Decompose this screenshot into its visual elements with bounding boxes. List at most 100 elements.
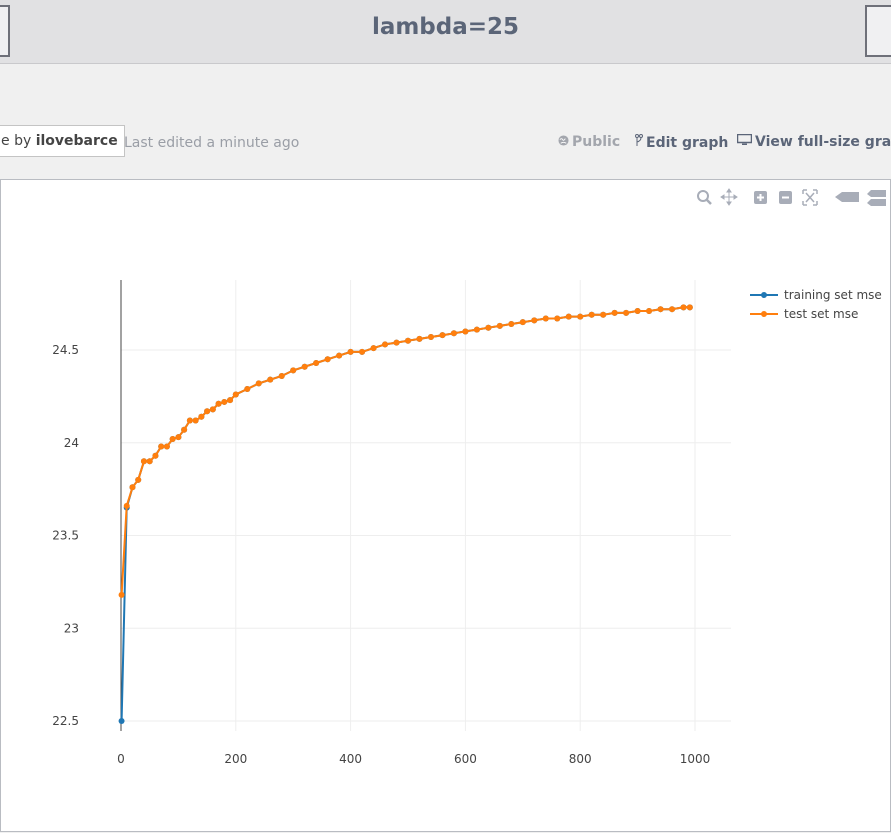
page-title: lambda=25 — [371, 14, 520, 40]
data-point[interactable] — [198, 413, 205, 420]
fork-icon — [635, 134, 643, 151]
author-name[interactable]: ilovebarce — [35, 133, 118, 149]
data-point[interactable] — [669, 306, 676, 313]
data-point[interactable] — [192, 417, 199, 424]
data-point[interactable] — [508, 321, 515, 328]
data-point[interactable] — [244, 385, 251, 392]
legend-label[interactable]: training set mse — [784, 288, 882, 302]
data-point[interactable] — [554, 315, 561, 322]
data-point[interactable] — [634, 308, 641, 315]
data-point[interactable] — [611, 309, 618, 316]
data-point[interactable] — [531, 317, 538, 324]
data-point[interactable] — [577, 313, 584, 320]
y-tick-label: 24.5 — [52, 343, 79, 357]
x-tick-label: 1000 — [680, 752, 711, 766]
legend-label[interactable]: test set mse — [784, 307, 858, 321]
data-point[interactable] — [232, 391, 239, 398]
data-point[interactable] — [169, 436, 176, 443]
data-point[interactable] — [473, 326, 480, 333]
pan-icon[interactable] — [720, 188, 738, 206]
data-point[interactable] — [416, 335, 423, 342]
data-point[interactable] — [313, 359, 320, 366]
y-tick-label: 23 — [64, 621, 79, 635]
data-point[interactable] — [646, 308, 653, 315]
view-fullsize-link[interactable]: View full-size graph — [736, 133, 891, 150]
data-point[interactable] — [123, 502, 130, 509]
series-line-training — [120, 306, 690, 722]
data-point[interactable] — [209, 406, 216, 413]
zoom-icon[interactable] — [697, 190, 712, 205]
data-point[interactable] — [519, 319, 526, 326]
y-tick-label: 22.5 — [52, 714, 79, 728]
data-point[interactable] — [129, 484, 136, 491]
data-point[interactable] — [450, 330, 457, 337]
data-point[interactable] — [175, 434, 182, 441]
x-tick-label: 200 — [224, 752, 247, 766]
data-point[interactable] — [118, 591, 125, 598]
data-point[interactable] — [181, 426, 188, 433]
data-point[interactable] — [680, 304, 687, 311]
last-edited-text: Last edited a minute ago — [124, 135, 300, 151]
public-label: Public — [572, 134, 621, 150]
data-point[interactable] — [462, 328, 469, 335]
data-point[interactable] — [278, 372, 285, 379]
data-point[interactable] — [158, 443, 165, 450]
data-point[interactable] — [542, 315, 549, 322]
edit-graph-link[interactable]: Edit graph — [635, 134, 728, 151]
view-fullsize-label: View full-size graph — [755, 134, 891, 150]
x-tick-label: 0 — [117, 752, 125, 766]
legend: training set mse test set mse — [750, 288, 882, 321]
plot-container: 0 200 400 600 800 1000 22.5 23 23.5 24 24.5 traini… — [0, 179, 891, 832]
data-point[interactable] — [227, 397, 234, 404]
hover-closest-icon[interactable] — [835, 192, 859, 202]
author-badge[interactable]: e by ilovebarce — [0, 125, 125, 157]
data-point[interactable] — [301, 363, 308, 370]
line-chart: 0 200 400 600 800 1000 22.5 23 23.5 24 24.5 traini… — [52, 188, 886, 766]
data-point[interactable] — [186, 417, 193, 424]
plot-area[interactable] — [118, 304, 693, 724]
data-point[interactable] — [290, 367, 297, 374]
public-link[interactable]: Public — [558, 134, 620, 150]
data-point[interactable] — [140, 458, 147, 465]
data-point[interactable] — [393, 339, 400, 346]
data-point[interactable] — [485, 324, 492, 331]
autoscale-icon[interactable] — [802, 189, 818, 206]
grid-lines — [121, 280, 731, 731]
data-point[interactable] — [439, 332, 446, 339]
data-point[interactable] — [163, 443, 170, 450]
data-point[interactable] — [135, 476, 142, 483]
data-point[interactable] — [347, 348, 354, 355]
data-point[interactable] — [427, 334, 434, 341]
nav-left-button[interactable] — [0, 5, 10, 57]
data-point[interactable] — [146, 458, 153, 465]
data-point[interactable] — [336, 352, 343, 359]
axes: 0 200 400 600 800 1000 22.5 23 23.5 24 24.5 — [52, 280, 710, 766]
data-point[interactable] — [382, 341, 389, 348]
hover-compare-icon[interactable] — [867, 190, 886, 206]
data-point[interactable] — [359, 348, 366, 355]
data-point[interactable] — [204, 408, 211, 415]
data-point[interactable] — [255, 380, 262, 387]
nav-right-button[interactable] — [865, 5, 891, 57]
author-prefix: e by — [1, 133, 32, 149]
data-point[interactable] — [565, 313, 572, 320]
data-point[interactable] — [118, 718, 125, 724]
data-point[interactable] — [221, 398, 228, 405]
legend-marker — [761, 292, 767, 298]
title-bar: lambda=25 — [0, 0, 891, 64]
data-point[interactable] — [657, 306, 664, 313]
data-point[interactable] — [267, 376, 274, 383]
data-point[interactable] — [496, 322, 503, 329]
data-point[interactable] — [588, 311, 595, 318]
data-point[interactable] — [686, 304, 693, 311]
zoom-out-icon[interactable] — [779, 191, 792, 204]
data-point[interactable] — [600, 311, 607, 318]
data-point[interactable] — [152, 452, 159, 459]
zoom-in-icon[interactable] — [754, 191, 767, 204]
data-point[interactable] — [405, 337, 411, 344]
data-point[interactable] — [215, 400, 222, 407]
data-point[interactable] — [623, 309, 630, 316]
data-point[interactable] — [370, 345, 377, 352]
legend-marker — [761, 311, 767, 317]
data-point[interactable] — [324, 356, 331, 363]
